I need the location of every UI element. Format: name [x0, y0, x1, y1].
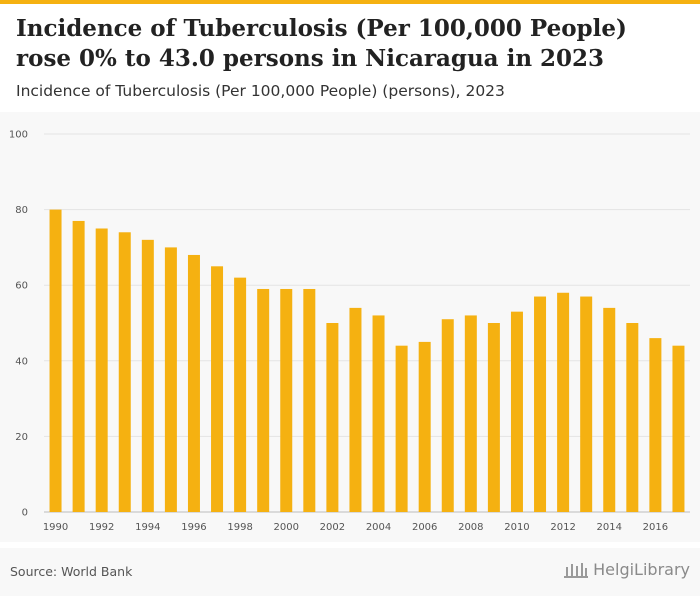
y-tick-label: 60 — [15, 281, 28, 292]
x-tick-label: 2008 — [458, 522, 483, 533]
y-tick-label: 0 — [22, 508, 28, 519]
x-tick-label: 2002 — [320, 522, 345, 533]
x-tick-label: 1992 — [89, 522, 114, 533]
bar-2013[interactable] — [580, 296, 593, 512]
x-tick-label: 2004 — [366, 522, 391, 533]
bar-2005[interactable] — [395, 345, 408, 512]
bar-2002[interactable] — [326, 323, 339, 512]
x-tick-label: 2010 — [504, 522, 529, 533]
bar-1990[interactable] — [49, 209, 62, 512]
bar-1991[interactable] — [72, 220, 85, 512]
bar-2017[interactable] — [672, 345, 685, 512]
y-tick-label: 100 — [9, 130, 28, 141]
bar-1992[interactable] — [95, 228, 108, 513]
footer: Source: World Bank HelgiLibrary — [0, 548, 700, 596]
chart-title: Incidence of Tuberculosis (Per 100,000 P… — [16, 15, 627, 72]
bar-1995[interactable] — [164, 247, 177, 512]
bar-2014[interactable] — [603, 307, 616, 512]
bar-2003[interactable] — [349, 307, 362, 512]
x-tick-label: 2014 — [597, 522, 622, 533]
bar-2008[interactable] — [464, 315, 477, 512]
x-tick-label: 1990 — [43, 522, 68, 533]
bar-2010[interactable] — [510, 311, 523, 512]
y-tick-label: 40 — [15, 356, 28, 367]
bar-2004[interactable] — [372, 315, 385, 512]
bar-2007[interactable] — [441, 319, 454, 512]
bar-1998[interactable] — [234, 277, 247, 512]
bar-2000[interactable] — [280, 288, 293, 512]
helgi-library-logo[interactable]: HelgiLibrary — [563, 560, 690, 579]
top-accent-bar — [0, 0, 700, 4]
x-tick-label: 2006 — [412, 522, 437, 533]
bar-2009[interactable] — [487, 323, 500, 512]
x-tick-label: 1996 — [181, 522, 206, 533]
bar-1993[interactable] — [118, 232, 131, 512]
x-tick-label: 2000 — [274, 522, 299, 533]
x-tick-label: 1998 — [227, 522, 252, 533]
x-tick-label: 1994 — [135, 522, 160, 533]
bar-2001[interactable] — [303, 288, 316, 512]
bar-2012[interactable] — [557, 292, 570, 512]
bar-1996[interactable] — [187, 254, 200, 512]
bar-2011[interactable] — [534, 296, 547, 512]
library-building-icon — [564, 562, 589, 578]
bar-chart: 0 20 40 60 80 100 1990 1992 1994 1996 1998 2000 2002… — [9, 130, 690, 533]
x-tick-label: 2012 — [550, 522, 575, 533]
y-tick-label: 80 — [15, 205, 28, 216]
source-label: Source: World Bank — [10, 564, 133, 579]
bar-2015[interactable] — [626, 323, 639, 512]
y-tick-label: 20 — [15, 432, 28, 443]
bar-1994[interactable] — [141, 239, 154, 512]
bar-2016[interactable] — [649, 338, 662, 512]
bar-2006[interactable] — [418, 341, 431, 512]
x-tick-label: 2016 — [643, 522, 668, 533]
header: Incidence of Tuberculosis (Per 100,000 P… — [16, 14, 686, 100]
chart-area: 0 20 40 60 80 100 1990 1992 1994 1996 1998 2000 2002… — [0, 112, 700, 542]
chart-subtitle: Incidence of Tuberculosis (Per 100,000 P… — [16, 82, 505, 100]
bar-1997[interactable] — [211, 266, 224, 512]
logo-text: HelgiLibrary — [593, 560, 690, 579]
bar-1999[interactable] — [257, 288, 270, 512]
